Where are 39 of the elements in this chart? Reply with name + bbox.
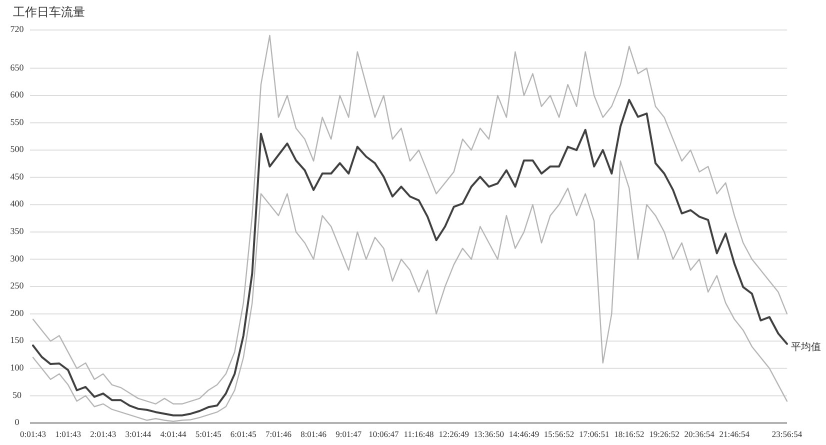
ytick: 350 — [10, 226, 24, 236]
series-label: 平均值 — [791, 342, 821, 353]
ytick: 450 — [10, 171, 24, 182]
xtick: 19:26:52 — [649, 429, 680, 439]
xtick: 3:01:44 — [125, 429, 152, 439]
ytick: 100 — [10, 362, 24, 372]
ytick: 300 — [10, 253, 24, 264]
ytick: 150 — [10, 335, 24, 346]
xtick: 11:16:48 — [404, 429, 434, 439]
xtick: 23:56:54 — [772, 429, 802, 439]
xtick: 8:01:46 — [300, 429, 327, 439]
xtick: 10:06:47 — [368, 429, 399, 439]
ytick: 600 — [10, 90, 24, 100]
xtick: 13:36:50 — [474, 429, 504, 439]
ytick: 400 — [10, 198, 24, 209]
xtick: 0:01:43 — [20, 429, 46, 439]
xtick: 21:46:54 — [719, 429, 750, 439]
xtick: 14:46:49 — [508, 429, 540, 439]
xtick: 20:36:54 — [684, 429, 714, 439]
xtick: 1:01:43 — [55, 429, 82, 439]
xtick: 2:01:43 — [90, 429, 116, 439]
xtick: 7:01:46 — [266, 429, 292, 439]
xtick: 9:01:47 — [336, 429, 362, 439]
ytick: 500 — [10, 144, 24, 154]
xtick: 4:01:44 — [160, 429, 186, 439]
ytick: 550 — [10, 116, 24, 127]
xtick: 15:56:52 — [544, 429, 574, 439]
xtick: 18:16:52 — [614, 429, 644, 439]
ytick: 200 — [10, 308, 24, 318]
xtick: 5:01:45 — [195, 429, 222, 439]
xtick: 12:26:49 — [438, 429, 469, 439]
ytick: 650 — [10, 62, 24, 72]
ytick: 250 — [10, 280, 24, 291]
ylabel: 工作日车流量 — [13, 5, 85, 19]
ytick: 720 — [10, 24, 24, 34]
xtick: 6:01:45 — [230, 429, 256, 439]
ytick: 50 — [12, 390, 22, 400]
ytick: 0 — [14, 417, 20, 428]
xtick: 17:06:51 — [579, 429, 610, 439]
